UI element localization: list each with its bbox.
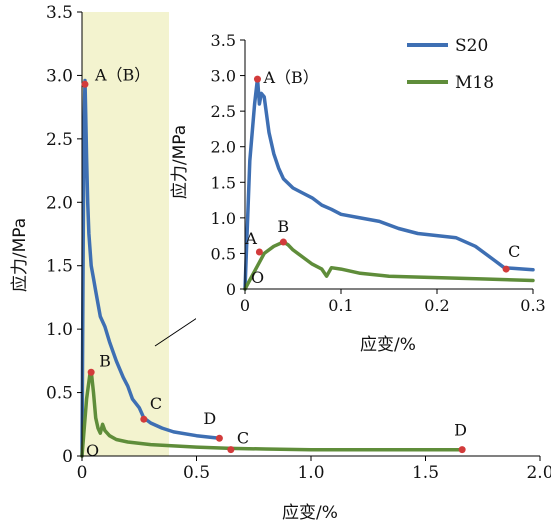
main-x-tick-label: 0 [77, 463, 88, 483]
legend-s20-label: S20 [455, 36, 488, 56]
inset-series-group [243, 76, 535, 291]
inset-series-s20-line [243, 76, 535, 291]
main-x-tick-label: 1.0 [297, 463, 324, 483]
main-y-tick-label: 1.0 [46, 320, 73, 340]
inset-background [196, 28, 548, 358]
main-point-label: D [454, 421, 467, 440]
inset-x-tick-label: 0 [240, 296, 250, 315]
main-point-marker [81, 80, 89, 88]
main-x-tick-label: 2.0 [526, 463, 551, 483]
inset-axes: 0 0.1 0.2 0.3 0 0.5 1.0 1.5 2.0 2.5 3.0 3.5 [211, 31, 546, 315]
inset-x-axis-title: 应变/% [360, 335, 416, 355]
main-y-tick-label: 3.5 [46, 3, 73, 23]
inset-point-label: B [277, 217, 289, 236]
main-x-tick-label: 0.5 [183, 463, 210, 483]
main-point-label: C [237, 429, 249, 448]
main-point-label: C [150, 394, 162, 413]
main-series-m18-line [80, 369, 464, 458]
main-y-tick-label: 0.5 [46, 384, 73, 404]
inset-y-tick-label: 2.0 [211, 138, 236, 157]
main-y-tick-label: 1.5 [46, 257, 73, 277]
main-point-marker [140, 415, 148, 423]
main-point-label: D [203, 409, 216, 428]
inset-y-tick-label: 2.5 [211, 102, 236, 121]
main-x-tick-label: 1.5 [412, 463, 439, 483]
main-series-s20-line [80, 78, 222, 458]
inset-y-tick-label: 0.5 [211, 244, 236, 263]
main-point-marker [458, 446, 466, 454]
inset-point-marker [502, 265, 510, 273]
main-y-tick-label: 2.5 [46, 130, 73, 150]
main-y-axis-title: 应力/MPa [10, 218, 30, 292]
legend: S20 M18 [407, 36, 494, 93]
main-point-label: B [99, 351, 111, 370]
inset-point-label: A [244, 229, 257, 248]
inset-point-marker [253, 75, 261, 83]
inset-y-tick-label: 3.0 [211, 67, 236, 86]
main-y-tick-label: 2.0 [46, 193, 73, 213]
main-x-axis-title: 应变/% [282, 503, 338, 523]
inset-points: A（B） A B O C [244, 68, 520, 287]
inset-x-tick-label: 0.1 [328, 296, 353, 315]
inset-y-tick-label: 1.0 [211, 209, 236, 228]
main-point-marker [215, 434, 223, 442]
main-point-label: O [86, 441, 99, 460]
inset-y-tick-label: 0 [226, 280, 236, 299]
legend-m18-label: M18 [455, 73, 494, 93]
inset-point-label: A（B） [262, 68, 318, 87]
main-points: A（B） C D B O C D [81, 65, 467, 460]
inset-series-m18-line [243, 240, 535, 291]
main-point-marker [227, 446, 235, 454]
inset-x-tick-label: 0.3 [520, 296, 545, 315]
main-point-marker [87, 368, 95, 376]
inset-point-label: O [251, 268, 264, 287]
main-point-label: A（B） [94, 65, 150, 84]
inset-y-axis-title: 应力/MPa [170, 125, 190, 199]
main-y-tick-label: 0 [62, 447, 73, 467]
inset-y-tick-label: 3.5 [211, 31, 236, 50]
inset-point-marker [279, 238, 287, 246]
main-y-tick-label: 3.0 [46, 66, 73, 86]
inset-y-tick-label: 1.5 [211, 173, 236, 192]
inset-x-tick-label: 0.2 [424, 296, 449, 315]
main-series-group [80, 78, 464, 458]
inset-point-label: C [508, 242, 520, 261]
inset-point-marker [255, 248, 263, 256]
